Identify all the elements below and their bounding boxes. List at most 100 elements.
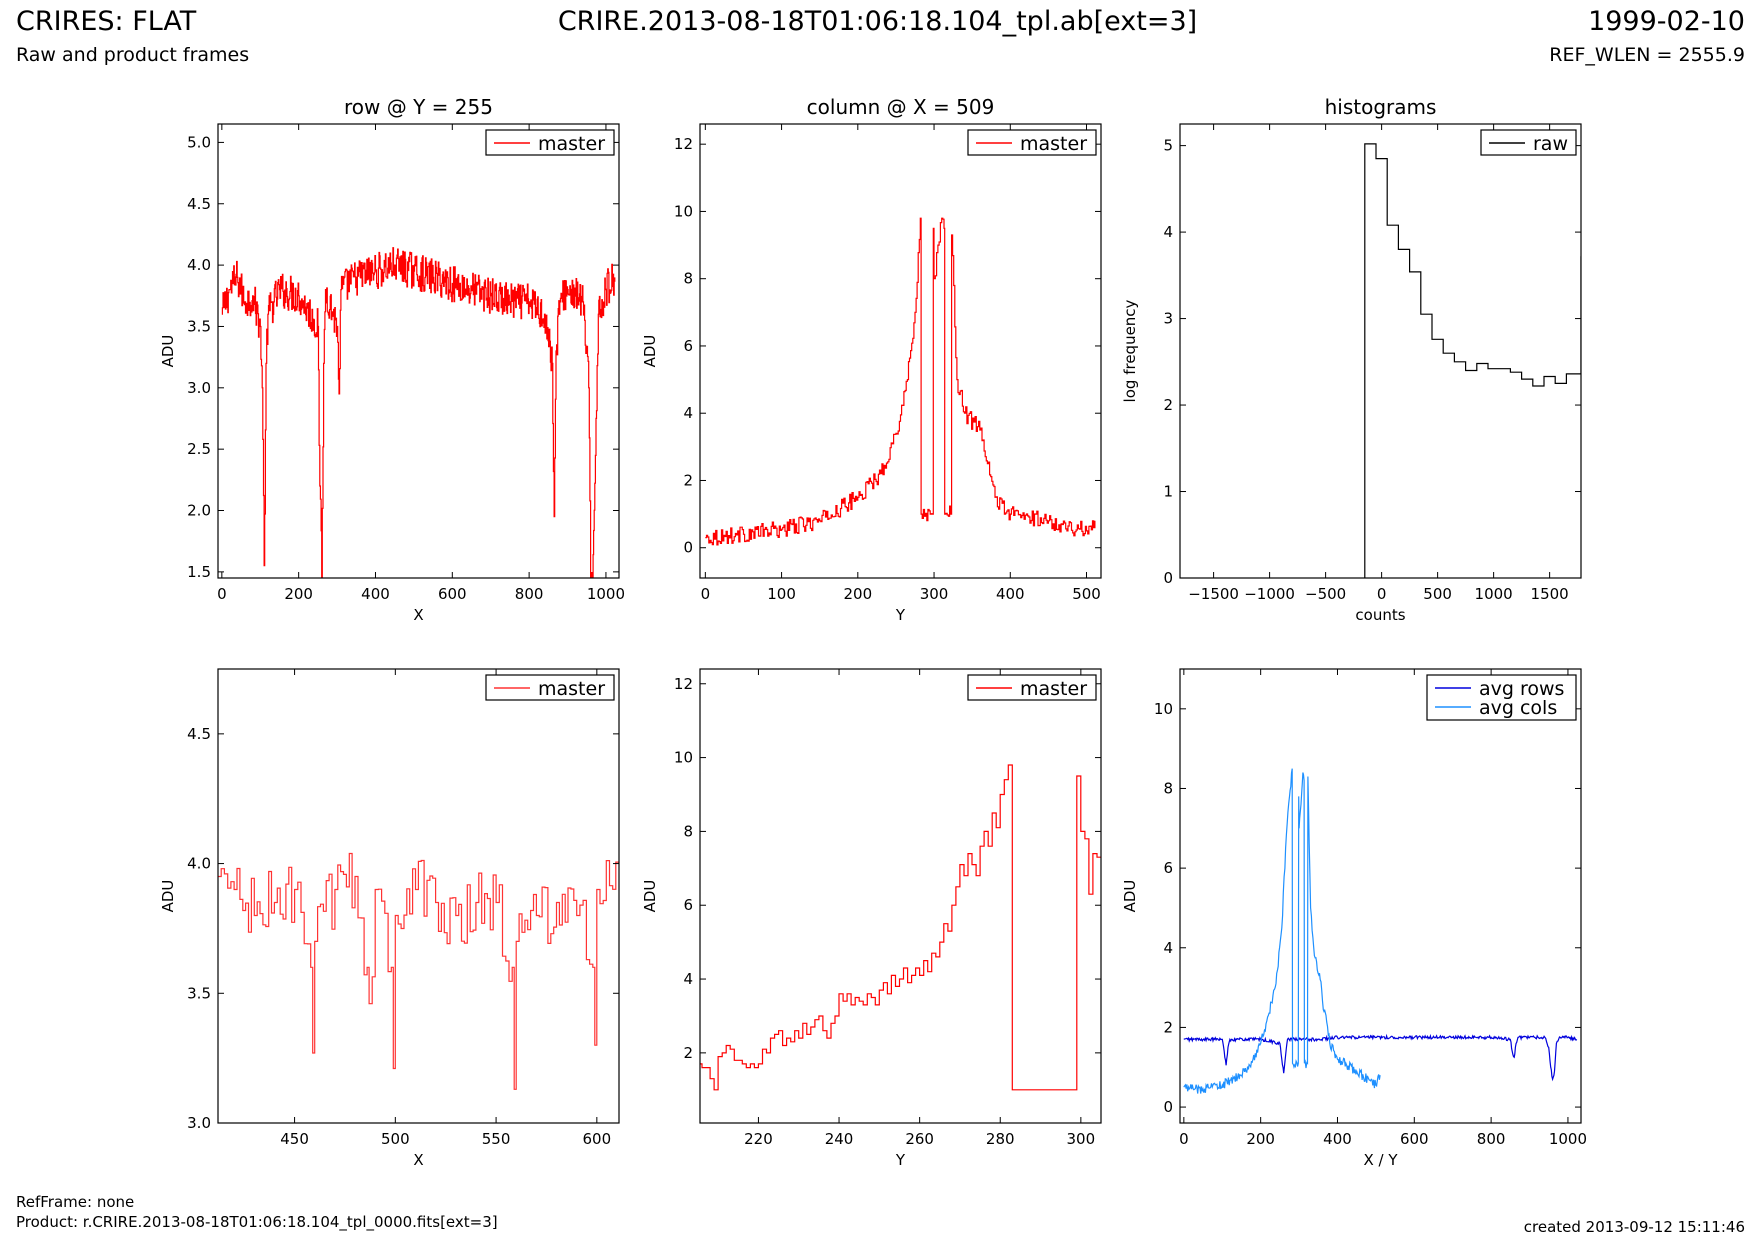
y-tick-label: 0 <box>1163 1098 1173 1116</box>
y-tick-label: 6 <box>683 896 693 914</box>
x-axis-label: Y <box>895 1151 906 1169</box>
x-axis-label: counts <box>1355 606 1405 624</box>
x-tick-label: 0 <box>1377 585 1387 603</box>
chart-title: column @ X = 509 <box>807 95 995 119</box>
y-tick-label: 4 <box>683 970 693 988</box>
y-tick-label: 3.0 <box>187 379 211 397</box>
legend-label: master <box>1020 678 1087 700</box>
y-tick-label: 1 <box>1163 483 1173 501</box>
y-tick-label: 2.5 <box>187 440 211 458</box>
plot-frame <box>1179 123 1582 579</box>
y-tick-label: 3.0 <box>187 1114 211 1132</box>
x-tick-label: 260 <box>905 1130 934 1148</box>
footer-product: Product: r.CRIRE.2013-08-18T01:06:18.104… <box>16 1213 498 1231</box>
x-tick-label: 500 <box>381 1130 410 1148</box>
y-axis-label: ADU <box>1121 880 1139 913</box>
y-axis-label: log frequency <box>1121 299 1139 402</box>
y-axis-label: ADU <box>159 880 177 913</box>
plot-frame <box>699 123 1102 579</box>
x-tick-label: 200 <box>284 585 313 603</box>
footer-created: created 2013-09-12 15:11:46 <box>1523 1218 1745 1236</box>
chart-row: 0 200 400 600 800 1000 1.5 2.0 2.5 3.0 3.5 4.0 4.5 5.… <box>159 95 625 624</box>
legend-label: master <box>538 678 605 700</box>
x-tick-label: 0 <box>1179 1130 1189 1148</box>
y-tick-label: 0 <box>683 539 693 557</box>
y-tick-label: 5 <box>1163 137 1173 155</box>
x-axis-label: X <box>413 606 423 624</box>
legend-label: master <box>538 133 605 155</box>
plot-frame <box>1179 668 1582 1124</box>
y-tick-label: 1.5 <box>187 563 211 581</box>
y-tick-label: 8 <box>683 822 693 840</box>
x-tick-label: 800 <box>1477 1130 1506 1148</box>
series-line-master <box>221 247 616 578</box>
x-tick-label: 0 <box>701 585 711 603</box>
legend: master <box>485 129 615 156</box>
y-tick-label: 12 <box>674 135 693 153</box>
y-tick-label: 5.0 <box>187 133 211 151</box>
x-tick-label: 600 <box>583 1130 612 1148</box>
y-tick-label: 10 <box>1154 700 1173 718</box>
x-tick-label: 400 <box>361 585 390 603</box>
x-tick-label: 400 <box>1323 1130 1352 1148</box>
x-axis-label: X <box>413 1151 423 1169</box>
x-tick-label: −1000 <box>1244 585 1295 603</box>
y-tick-label: 3 <box>1163 310 1173 328</box>
y-tick-label: 4 <box>683 404 693 422</box>
chart-averages: 0 200 400 600 800 1000 0 2 4 6 8 10 X / Y ADU avg rows… <box>1121 668 1587 1169</box>
legend-label: master <box>1020 133 1087 155</box>
y-tick-label: 0 <box>1163 569 1173 587</box>
x-tick-label: 280 <box>986 1130 1015 1148</box>
y-tick-label: 8 <box>1163 779 1173 797</box>
legend: master <box>967 129 1097 156</box>
series-line-avg-rows <box>1183 1033 1578 1082</box>
header-ref-wlen: REF_WLEN = 2555.9 <box>1549 44 1745 66</box>
x-tick-label: 240 <box>825 1130 854 1148</box>
series-line-master <box>218 852 619 1090</box>
legend-label: raw <box>1533 133 1568 155</box>
chart-column-zoom: 220 240 260 280 300 2 4 6 8 10 12 Y ADU master <box>641 668 1102 1169</box>
series-line-raw <box>1364 143 1581 578</box>
x-axis-label: X / Y <box>1363 1151 1398 1169</box>
x-tick-label: 200 <box>1246 1130 1275 1148</box>
chart-title: histograms <box>1325 95 1437 119</box>
y-tick-label: 12 <box>674 675 693 693</box>
x-tick-label: −500 <box>1305 585 1346 603</box>
x-tick-label: 1000 <box>587 585 625 603</box>
plot-frame <box>217 668 620 1124</box>
y-tick-label: 6 <box>1163 859 1173 877</box>
y-tick-label: 2 <box>683 471 693 489</box>
plot-frame <box>699 668 1102 1124</box>
y-tick-label: 4.5 <box>187 725 211 743</box>
x-tick-label: 300 <box>1067 1130 1096 1148</box>
y-tick-label: 2 <box>1163 1018 1173 1036</box>
y-tick-label: 4 <box>1163 223 1173 241</box>
y-tick-label: 2 <box>683 1044 693 1062</box>
plot-frame <box>217 123 620 579</box>
x-tick-label: 600 <box>438 585 467 603</box>
y-axis-label: ADU <box>641 335 659 368</box>
series-line-master <box>700 764 1101 1091</box>
y-tick-label: 4.0 <box>187 855 211 873</box>
x-tick-label: 220 <box>744 1130 773 1148</box>
legend-label: avg cols <box>1479 697 1557 719</box>
x-tick-label: 400 <box>996 585 1025 603</box>
x-tick-label: 1000 <box>1549 1130 1587 1148</box>
x-tick-label: 450 <box>280 1130 309 1148</box>
y-tick-label: 4.5 <box>187 195 211 213</box>
x-tick-label: 1500 <box>1531 585 1569 603</box>
series-line-master <box>705 217 1096 546</box>
y-axis-label: ADU <box>159 335 177 368</box>
legend-box <box>1426 674 1577 721</box>
legend-box <box>967 674 1097 701</box>
y-tick-label: 6 <box>683 337 693 355</box>
x-tick-label: 0 <box>217 585 227 603</box>
legend: raw <box>1480 129 1577 156</box>
footer-refframe: RefFrame: none <box>16 1193 135 1211</box>
legend-label: avg rows <box>1479 678 1564 700</box>
chart-column: 0 100 200 300 400 500 0 2 4 6 8 10 12 column @ X = 50… <box>641 95 1102 624</box>
series-line-avg-cols <box>1183 768 1381 1094</box>
header-filename: CRIRE.2013-08-18T01:06:18.104_tpl.ab[ext… <box>557 6 1198 37</box>
